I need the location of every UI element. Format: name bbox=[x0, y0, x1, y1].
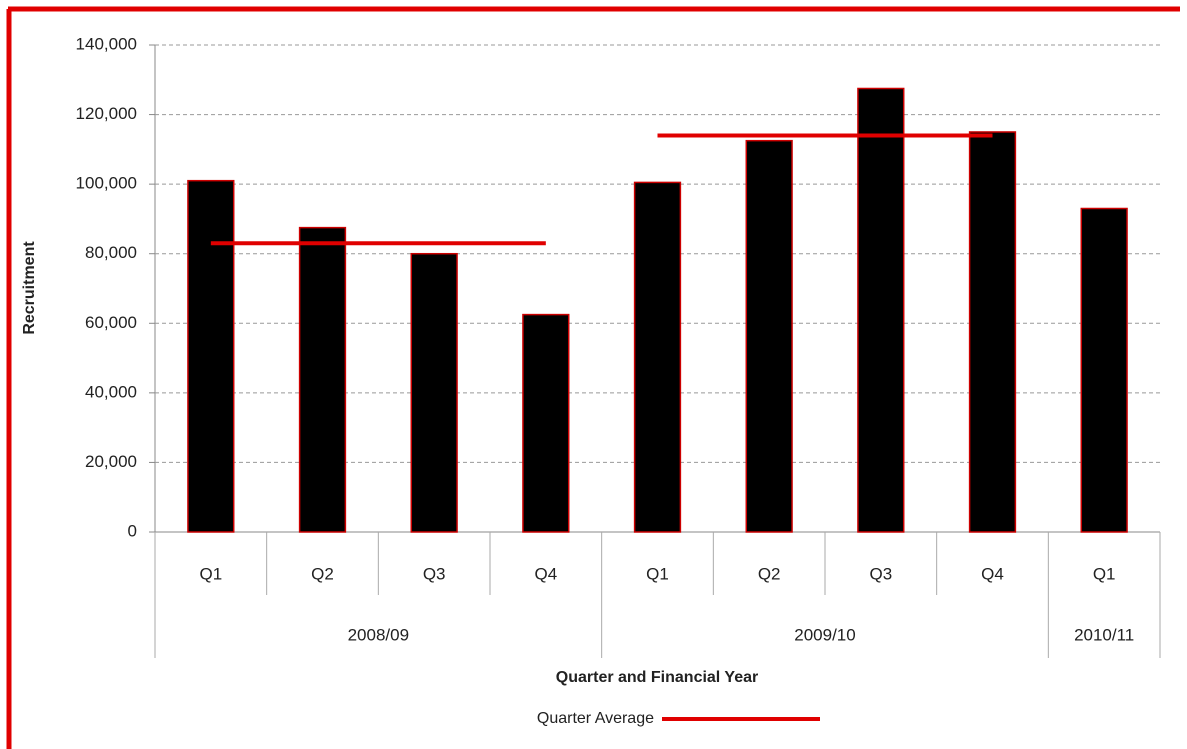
y-tick-label: 140,000 bbox=[76, 34, 137, 53]
x-tick-label: Q3 bbox=[423, 564, 446, 583]
x-tick-label: Q2 bbox=[311, 564, 334, 583]
x-tick-label: Q4 bbox=[981, 564, 1004, 583]
x-tick-label: Q1 bbox=[646, 564, 669, 583]
y-tick-label: 120,000 bbox=[76, 104, 137, 123]
bar bbox=[187, 179, 235, 533]
x-axis-title: Quarter and Financial Year bbox=[556, 669, 758, 686]
y-tick-label: 80,000 bbox=[85, 243, 137, 262]
y-tick-label: 20,000 bbox=[85, 452, 137, 471]
group-label: 2010/11 bbox=[1074, 625, 1134, 644]
bar bbox=[410, 252, 458, 533]
bar bbox=[1080, 207, 1128, 533]
x-tick-label: Q4 bbox=[534, 564, 557, 583]
x-tick-label: Q1 bbox=[1093, 564, 1116, 583]
y-axis-title: Recruitment bbox=[21, 241, 38, 335]
y-tick-label: 100,000 bbox=[76, 174, 137, 193]
bar bbox=[968, 131, 1017, 533]
bar bbox=[298, 226, 347, 533]
group-label: 2008/09 bbox=[348, 625, 409, 644]
bar bbox=[522, 313, 570, 533]
y-tick-label: 60,000 bbox=[85, 313, 137, 332]
x-tick-label: Q3 bbox=[869, 564, 892, 583]
bar bbox=[745, 139, 793, 533]
x-tick-label: Q1 bbox=[199, 564, 222, 583]
legend-label: Quarter Average bbox=[537, 710, 654, 727]
y-tick-label: 0 bbox=[128, 521, 137, 540]
y-tick-label: 40,000 bbox=[85, 382, 137, 401]
bar bbox=[857, 87, 905, 533]
group-label: 2009/10 bbox=[794, 625, 855, 644]
x-tick-label: Q2 bbox=[758, 564, 781, 583]
bar bbox=[633, 181, 682, 533]
